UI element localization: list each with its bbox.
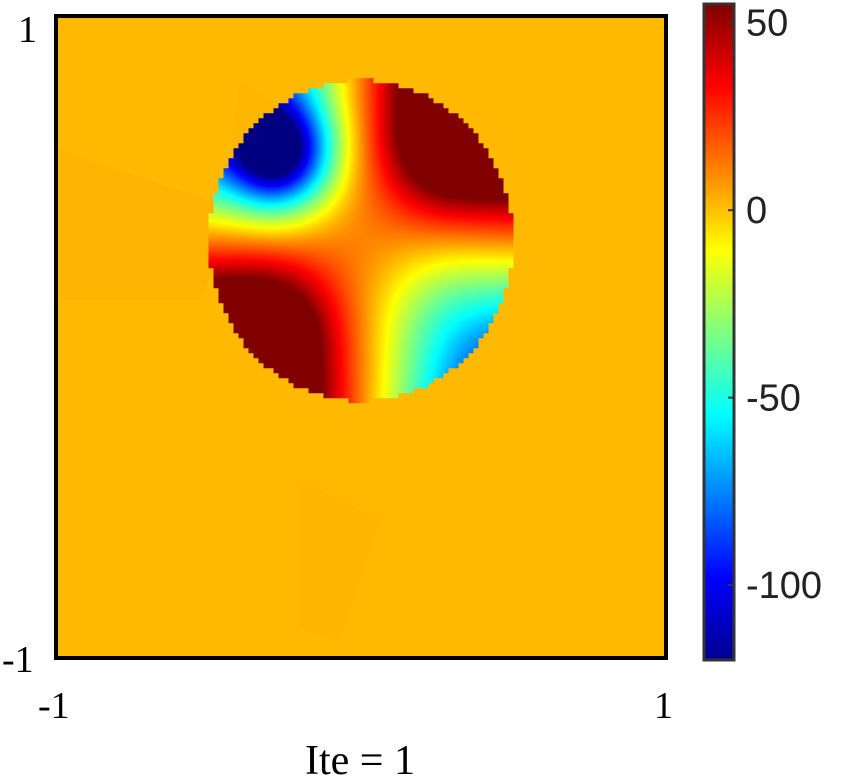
colorbar-tick-label: 50 bbox=[746, 3, 788, 45]
x-tick-label-left: -1 bbox=[38, 685, 70, 727]
y-tick-label-bottom: -1 bbox=[2, 639, 34, 681]
inclusion-field bbox=[198, 78, 524, 404]
colorbar-gradient bbox=[704, 4, 734, 660]
x-tick-label-right: 1 bbox=[654, 685, 673, 727]
colorbar-tick-label: -50 bbox=[746, 378, 801, 420]
colorbar: 50 0 -50 -100 bbox=[702, 2, 822, 662]
x-axis-label: Ite = 1 bbox=[305, 738, 415, 780]
colorbar-tick-label: -100 bbox=[746, 565, 822, 607]
y-tick-label-top: 1 bbox=[18, 9, 37, 51]
colorbar-ticks: 50 0 -50 -100 bbox=[728, 3, 822, 607]
colorbar-frame bbox=[702, 2, 736, 662]
colorbar-tick-label: 0 bbox=[746, 190, 767, 232]
plot-area bbox=[56, 16, 666, 658]
axes-frame bbox=[54, 14, 668, 660]
